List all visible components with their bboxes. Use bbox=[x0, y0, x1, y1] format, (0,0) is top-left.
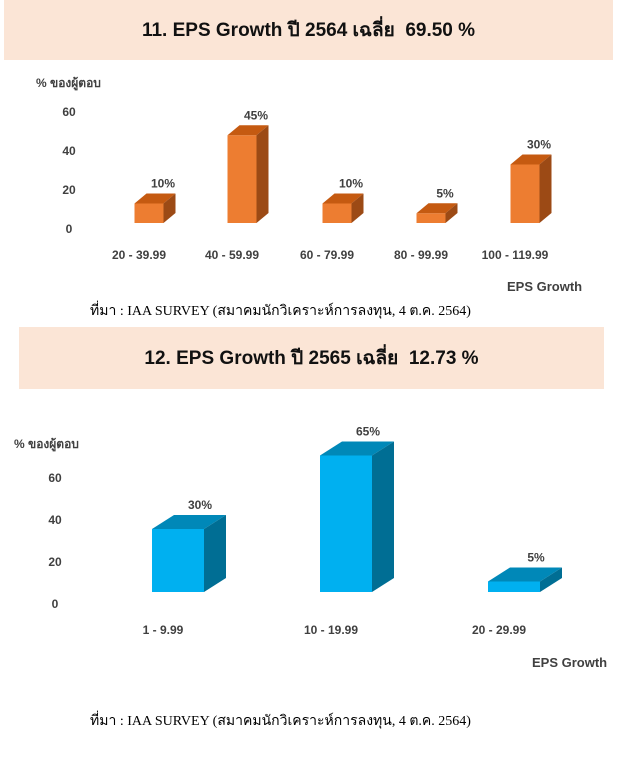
chart2-bar-front bbox=[152, 529, 204, 592]
chart1-bar-top bbox=[416, 203, 458, 214]
chart1-category-label: 40 - 59.99 bbox=[205, 248, 259, 262]
chart2-bar-side bbox=[540, 567, 562, 592]
chart1-bar bbox=[227, 125, 269, 223]
chart1-y-tick: 60 bbox=[62, 105, 76, 119]
chart1-category-label: 100 - 119.99 bbox=[482, 248, 549, 262]
chart2-y-axis-label: % ของผู้ตอบ bbox=[14, 437, 79, 451]
chart1-bar-top bbox=[134, 193, 176, 204]
chart2-y-tick: 0 bbox=[52, 597, 59, 611]
chart1-y-tick: 40 bbox=[62, 144, 76, 158]
chart1-data-label: 10% bbox=[151, 177, 175, 191]
chart1-category-label: 20 - 39.99 bbox=[112, 248, 166, 262]
chart2-bar-side bbox=[372, 441, 394, 592]
chart2-data-label: 65% bbox=[356, 425, 380, 439]
chart1-category-label: 80 - 99.99 bbox=[394, 248, 448, 262]
chart1-data-label: 30% bbox=[527, 138, 551, 152]
chart2-plot: 0 20 40 60 30% 1 - 9.99 65% 10 - 19.99 5% 20 - 29… bbox=[48, 425, 562, 637]
chart2-y-tick: 20 bbox=[48, 555, 62, 569]
chart1-data-label: 5% bbox=[436, 186, 454, 200]
chart1-bar bbox=[510, 154, 552, 223]
chart1-bar-top bbox=[227, 125, 269, 136]
chart1-bar-front bbox=[322, 203, 352, 223]
chart2-category-label: 20 - 29.99 bbox=[472, 623, 526, 637]
chart1-bar-side bbox=[539, 154, 552, 223]
chart2-category-label: 1 - 9.99 bbox=[143, 623, 184, 637]
chart2-y-tick: 60 bbox=[48, 471, 62, 485]
chart1-source-note: ที่มา : IAA SURVEY (สมาคมนักวิเคราะห์การ… bbox=[90, 304, 471, 319]
chart1-bar-front bbox=[134, 203, 164, 223]
chart1-y-axis-label: % ของผู้ตอบ bbox=[36, 76, 101, 90]
chart1-bar-top bbox=[510, 154, 552, 165]
chart1-bar bbox=[416, 203, 458, 223]
chart1-data-label: 45% bbox=[244, 108, 268, 122]
chart2-data-label: 30% bbox=[188, 498, 212, 512]
chart1-category-label: 60 - 79.99 bbox=[300, 248, 354, 262]
chart1-bar-side bbox=[256, 125, 269, 223]
chart1-y-tick: 20 bbox=[62, 183, 76, 197]
chart2-source-note: ที่มา : IAA SURVEY (สมาคมนักวิเคราะห์การ… bbox=[90, 714, 471, 729]
chart1-bar-front bbox=[510, 164, 540, 223]
chart2-y-tick: 40 bbox=[48, 513, 62, 527]
chart2-bar bbox=[152, 515, 226, 592]
chart1-title: 11. EPS Growth ปี 2564 เฉลี่ย 69.50 % bbox=[4, 0, 613, 60]
chart1-bar-top bbox=[322, 193, 364, 204]
chart1-bar-side bbox=[351, 193, 364, 223]
chart2-bar-top bbox=[152, 515, 226, 529]
chart1-bar-front bbox=[227, 135, 257, 223]
chart1-bar bbox=[134, 193, 176, 223]
chart1-plot: 0 20 40 60 10% 20 - 39.99 45% 40 - 59.99 10% 60 -… bbox=[62, 105, 552, 262]
chart1-y-tick: 0 bbox=[66, 222, 73, 236]
chart2-bar-front bbox=[320, 455, 372, 592]
chart1-bar-side bbox=[163, 193, 176, 223]
chart1-bar-front bbox=[416, 213, 446, 223]
chart2-bar-top bbox=[320, 441, 394, 456]
chart2-bar-top bbox=[488, 567, 562, 582]
chart2-title: 12. EPS Growth ปี 2565 เฉลี่ย 12.73 % bbox=[19, 327, 604, 389]
chart2-bar-front bbox=[488, 581, 540, 592]
chart1-x-axis-label: EPS Growth bbox=[507, 279, 583, 294]
chart2-bar bbox=[488, 567, 562, 592]
chart2-category-label: 10 - 19.99 bbox=[304, 623, 358, 637]
chart2-bar-side bbox=[204, 515, 226, 592]
chart2-bar bbox=[320, 441, 394, 592]
chart1-data-label: 10% bbox=[339, 177, 363, 191]
chart2-data-label: 5% bbox=[527, 551, 545, 565]
chart1-bar-side bbox=[445, 203, 458, 223]
chart1-bar bbox=[322, 193, 364, 223]
chart2-x-axis-label: EPS Growth bbox=[532, 655, 608, 670]
